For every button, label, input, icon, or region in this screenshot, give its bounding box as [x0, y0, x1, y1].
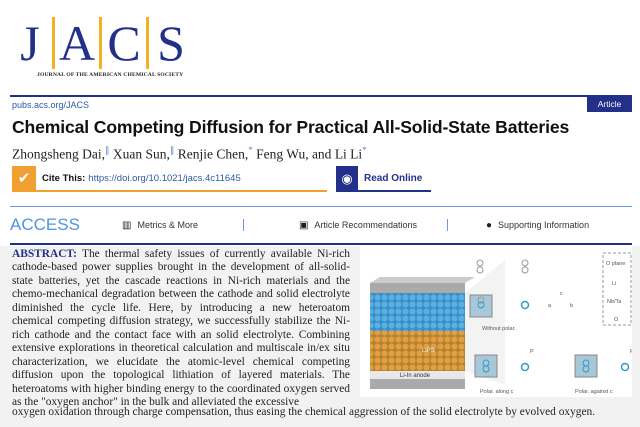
logo-letter: S — [157, 15, 185, 71]
recommendations-icon: ▣ — [298, 219, 309, 231]
polar-along-label: Polar. along c — [480, 389, 514, 395]
axis-a: a — [548, 303, 552, 309]
logo-letter: A — [59, 15, 96, 71]
anode-label: Li-In anode — [400, 373, 431, 379]
lips-label: LiPS — [422, 348, 435, 354]
cite-label: Cite This: — [42, 173, 86, 184]
recommendations-link[interactable]: ▣ Article Recommendations — [299, 220, 417, 231]
author-mark: ∥ — [169, 145, 175, 155]
logo-letter: C — [107, 15, 141, 71]
jacs-logo: J A C S JOURNAL OF THE AMERICAN CHEMICAL… — [12, 14, 217, 86]
abstract-heading: ABSTRACT: — [12, 248, 77, 260]
logo-letter: J — [20, 15, 40, 71]
read-online-label: Read Online — [364, 173, 423, 184]
toc-graphic: LiPS Li-In anode Without polar. Polar. a… — [360, 245, 634, 397]
legend-nb-ta: Nb/Ta — [607, 299, 622, 305]
abstract-text: ABSTRACT: The thermal safety issues of c… — [12, 248, 350, 409]
legend-o-plane: O plane — [606, 261, 625, 267]
p-label: P — [630, 349, 632, 355]
polar-against-label: Polar. against c — [575, 389, 613, 395]
legend-o: O — [614, 317, 619, 323]
metrics-link[interactable]: ▥ Metrics & More — [122, 220, 198, 231]
author[interactable]: Li Li — [334, 146, 363, 162]
bar-chart-icon: ▥ — [122, 219, 132, 231]
doi-link[interactable]: https://doi.org/10.1021/jacs.4c11645 — [88, 173, 241, 184]
legend-li: Li — [612, 281, 616, 287]
without-polar-label: Without polar. — [482, 326, 516, 332]
axis-b: b — [570, 303, 573, 309]
author[interactable]: Zhongsheng Dai, — [12, 146, 105, 162]
abstract-wide-line: oxygen oxidation through charge compensa… — [12, 406, 596, 418]
author-list: Zhongsheng Dai,∥ Xuan Sun,∥ Renjie Chen,… — [12, 145, 367, 163]
structure-diagrams — [469, 252, 632, 378]
cite-this[interactable]: ✔ Cite This: https://doi.org/10.1021/jac… — [12, 166, 327, 192]
author[interactable]: Feng Wu, and — [256, 146, 332, 162]
access-bar: ACCESS ▥ Metrics & More ▣ Article Recommen… — [10, 206, 632, 245]
journal-url[interactable]: pubs.acs.org/JACS — [12, 100, 90, 110]
read-online-button[interactable]: ◉ Read Online — [336, 166, 431, 192]
access-label: ACCESS — [10, 215, 80, 234]
supporting-info-label: Supporting Information — [498, 220, 590, 230]
article-badge: Article — [587, 97, 632, 112]
author-mark: ∥ — [104, 145, 110, 155]
axis-c: c — [560, 291, 563, 297]
metrics-label: Metrics & More — [137, 220, 198, 230]
check-icon: ✔ — [12, 166, 36, 191]
author[interactable]: Renjie Chen, — [177, 146, 249, 162]
globe-icon: ◉ — [336, 166, 358, 191]
abstract-body: The thermal safety issues of currently a… — [12, 248, 350, 408]
author-mark: * — [362, 145, 367, 155]
article-title: Chemical Competing Diffusion for Practic… — [12, 117, 570, 137]
header-rule — [10, 95, 632, 97]
author[interactable]: Xuan Sun, — [112, 146, 170, 162]
battery-cell-illustration: LiPS Li-In anode — [370, 260, 505, 389]
si-icon: ● — [485, 219, 493, 231]
p-label: P — [530, 349, 534, 355]
logo-subtitle: JOURNAL OF THE AMERICAN CHEMICAL SOCIETY — [37, 72, 184, 78]
supporting-info-link[interactable]: ● Supporting Information — [486, 220, 589, 231]
recommendations-label: Article Recommendations — [314, 220, 417, 230]
author-mark: * — [248, 145, 253, 155]
